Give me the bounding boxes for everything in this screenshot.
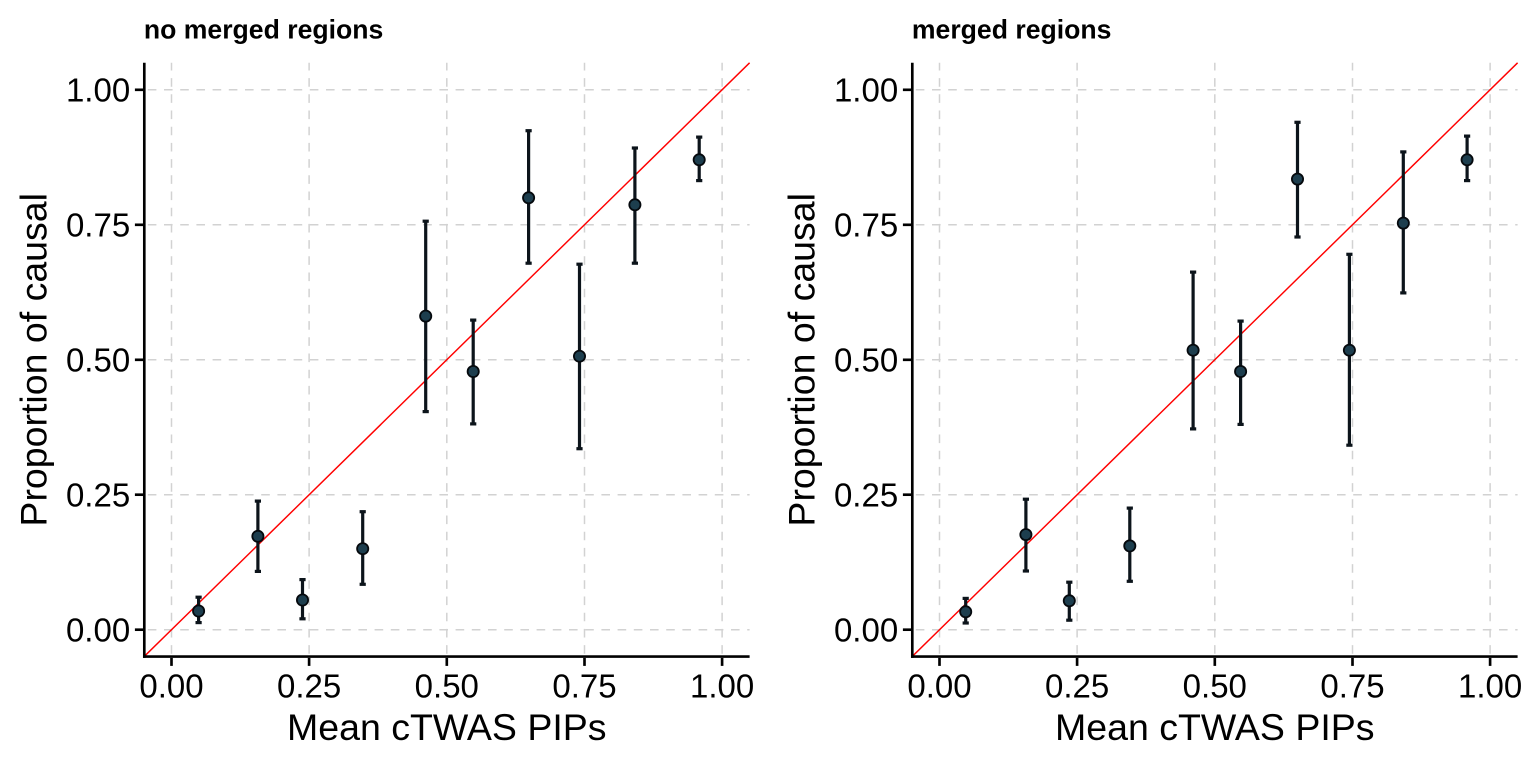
svg-text:Mean cTWAS PIPs: Mean cTWAS PIPs [287, 706, 607, 748]
svg-text:0.00: 0.00 [834, 611, 898, 648]
svg-text:1.00: 1.00 [834, 72, 898, 109]
svg-text:0.25: 0.25 [66, 476, 130, 513]
svg-text:1.00: 1.00 [1458, 668, 1522, 705]
svg-text:Mean cTWAS PIPs: Mean cTWAS PIPs [1055, 706, 1375, 748]
svg-text:0.75: 0.75 [552, 668, 616, 705]
svg-text:0.50: 0.50 [1183, 668, 1247, 705]
svg-text:no merged regions: no merged regions [144, 15, 383, 45]
svg-text:0.00: 0.00 [139, 668, 203, 705]
svg-text:0.75: 0.75 [1320, 668, 1384, 705]
svg-text:Proportion of causal: Proportion of causal [12, 193, 54, 527]
svg-text:0.25: 0.25 [277, 668, 341, 705]
svg-text:1.00: 1.00 [690, 668, 754, 705]
svg-text:0.75: 0.75 [834, 207, 898, 244]
svg-text:Proportion of causal: Proportion of causal [780, 193, 822, 527]
svg-text:0.25: 0.25 [834, 476, 898, 513]
svg-text:0.75: 0.75 [66, 207, 130, 244]
svg-text:merged regions: merged regions [912, 15, 1112, 45]
svg-text:0.50: 0.50 [415, 668, 479, 705]
svg-text:0.00: 0.00 [66, 611, 130, 648]
svg-text:0.00: 0.00 [907, 668, 971, 705]
svg-text:0.25: 0.25 [1045, 668, 1109, 705]
svg-text:0.50: 0.50 [834, 342, 898, 379]
svg-text:1.00: 1.00 [66, 72, 130, 109]
svg-text:0.50: 0.50 [66, 342, 130, 379]
